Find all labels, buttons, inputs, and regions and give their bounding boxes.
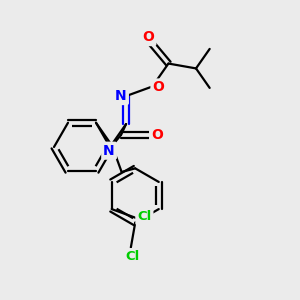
Text: O: O [142,30,154,44]
Text: Cl: Cl [126,250,140,263]
Text: N: N [103,144,115,158]
Text: Cl: Cl [137,210,152,223]
Text: N: N [115,89,127,103]
Text: O: O [152,80,164,94]
Text: O: O [151,128,163,142]
